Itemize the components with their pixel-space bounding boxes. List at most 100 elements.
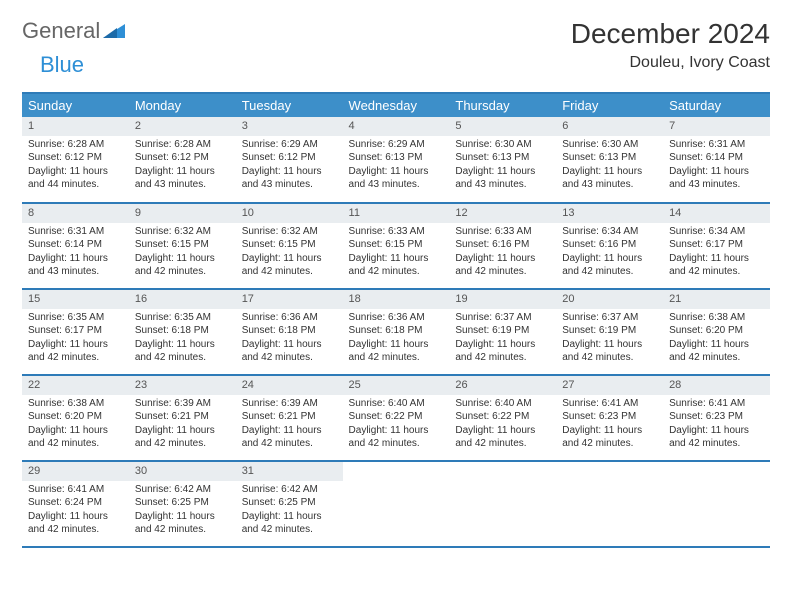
day-body: Sunrise: 6:29 AMSunset: 6:13 PMDaylight:…	[343, 136, 450, 196]
sunrise-text: Sunrise: 6:37 AM	[455, 311, 550, 325]
sunset-text: Sunset: 6:12 PM	[135, 151, 230, 165]
sunset-text: Sunset: 6:12 PM	[242, 151, 337, 165]
sunrise-text: Sunrise: 6:41 AM	[669, 397, 764, 411]
sunrise-text: Sunrise: 6:37 AM	[562, 311, 657, 325]
sunrise-text: Sunrise: 6:40 AM	[349, 397, 444, 411]
day-number: 26	[449, 376, 556, 395]
daylight-text: Daylight: 11 hours and 43 minutes.	[349, 165, 444, 192]
sunrise-text: Sunrise: 6:33 AM	[349, 225, 444, 239]
calendar-day-cell: 16Sunrise: 6:35 AMSunset: 6:18 PMDayligh…	[129, 289, 236, 375]
daylight-text: Daylight: 11 hours and 42 minutes.	[135, 338, 230, 365]
weekday-header: Thursday	[449, 93, 556, 117]
day-number: 6	[556, 117, 663, 136]
sunset-text: Sunset: 6:17 PM	[669, 238, 764, 252]
sunset-text: Sunset: 6:16 PM	[455, 238, 550, 252]
calendar-day-cell: 13Sunrise: 6:34 AMSunset: 6:16 PMDayligh…	[556, 203, 663, 289]
day-body: Sunrise: 6:38 AMSunset: 6:20 PMDaylight:…	[22, 395, 129, 455]
calendar-day-cell: 22Sunrise: 6:38 AMSunset: 6:20 PMDayligh…	[22, 375, 129, 461]
weekday-header: Wednesday	[343, 93, 450, 117]
day-body: Sunrise: 6:41 AMSunset: 6:23 PMDaylight:…	[663, 395, 770, 455]
logo: General	[22, 18, 125, 44]
sunrise-text: Sunrise: 6:36 AM	[349, 311, 444, 325]
calendar-day-cell: 23Sunrise: 6:39 AMSunset: 6:21 PMDayligh…	[129, 375, 236, 461]
logo-text-blue: Blue	[40, 52, 84, 78]
sunset-text: Sunset: 6:13 PM	[455, 151, 550, 165]
calendar-header-row: Sunday Monday Tuesday Wednesday Thursday…	[22, 93, 770, 117]
day-body: Sunrise: 6:30 AMSunset: 6:13 PMDaylight:…	[449, 136, 556, 196]
day-number: 12	[449, 204, 556, 223]
sunset-text: Sunset: 6:24 PM	[28, 496, 123, 510]
daylight-text: Daylight: 11 hours and 42 minutes.	[669, 252, 764, 279]
sunset-text: Sunset: 6:13 PM	[349, 151, 444, 165]
daylight-text: Daylight: 11 hours and 42 minutes.	[349, 338, 444, 365]
sunrise-text: Sunrise: 6:33 AM	[455, 225, 550, 239]
sunset-text: Sunset: 6:21 PM	[135, 410, 230, 424]
day-body	[449, 466, 556, 472]
calendar-day-cell: 21Sunrise: 6:38 AMSunset: 6:20 PMDayligh…	[663, 289, 770, 375]
day-body: Sunrise: 6:42 AMSunset: 6:25 PMDaylight:…	[236, 481, 343, 541]
sunrise-text: Sunrise: 6:41 AM	[562, 397, 657, 411]
calendar-day-cell	[449, 461, 556, 547]
sunset-text: Sunset: 6:17 PM	[28, 324, 123, 338]
day-body: Sunrise: 6:29 AMSunset: 6:12 PMDaylight:…	[236, 136, 343, 196]
daylight-text: Daylight: 11 hours and 43 minutes.	[28, 252, 123, 279]
calendar-day-cell: 14Sunrise: 6:34 AMSunset: 6:17 PMDayligh…	[663, 203, 770, 289]
sunset-text: Sunset: 6:13 PM	[562, 151, 657, 165]
day-number: 20	[556, 290, 663, 309]
sunset-text: Sunset: 6:12 PM	[28, 151, 123, 165]
calendar-day-cell: 31Sunrise: 6:42 AMSunset: 6:25 PMDayligh…	[236, 461, 343, 547]
day-number: 25	[343, 376, 450, 395]
sunset-text: Sunset: 6:18 PM	[242, 324, 337, 338]
sunset-text: Sunset: 6:23 PM	[669, 410, 764, 424]
calendar-day-cell: 8Sunrise: 6:31 AMSunset: 6:14 PMDaylight…	[22, 203, 129, 289]
day-number: 22	[22, 376, 129, 395]
sunrise-text: Sunrise: 6:32 AM	[135, 225, 230, 239]
day-number: 23	[129, 376, 236, 395]
day-body: Sunrise: 6:35 AMSunset: 6:17 PMDaylight:…	[22, 309, 129, 369]
sunset-text: Sunset: 6:20 PM	[28, 410, 123, 424]
daylight-text: Daylight: 11 hours and 42 minutes.	[242, 252, 337, 279]
calendar-week-row: 29Sunrise: 6:41 AMSunset: 6:24 PMDayligh…	[22, 461, 770, 547]
calendar-day-cell: 2Sunrise: 6:28 AMSunset: 6:12 PMDaylight…	[129, 117, 236, 203]
daylight-text: Daylight: 11 hours and 42 minutes.	[562, 424, 657, 451]
sunset-text: Sunset: 6:20 PM	[669, 324, 764, 338]
day-number: 15	[22, 290, 129, 309]
day-body: Sunrise: 6:36 AMSunset: 6:18 PMDaylight:…	[236, 309, 343, 369]
day-number: 1	[22, 117, 129, 136]
sunrise-text: Sunrise: 6:34 AM	[669, 225, 764, 239]
day-body: Sunrise: 6:36 AMSunset: 6:18 PMDaylight:…	[343, 309, 450, 369]
daylight-text: Daylight: 11 hours and 42 minutes.	[135, 510, 230, 537]
daylight-text: Daylight: 11 hours and 42 minutes.	[562, 252, 657, 279]
day-body: Sunrise: 6:39 AMSunset: 6:21 PMDaylight:…	[129, 395, 236, 455]
day-body	[343, 466, 450, 472]
weekday-header: Friday	[556, 93, 663, 117]
day-body: Sunrise: 6:32 AMSunset: 6:15 PMDaylight:…	[236, 223, 343, 283]
day-number: 29	[22, 462, 129, 481]
day-number: 7	[663, 117, 770, 136]
sunset-text: Sunset: 6:25 PM	[135, 496, 230, 510]
day-body: Sunrise: 6:28 AMSunset: 6:12 PMDaylight:…	[22, 136, 129, 196]
day-body: Sunrise: 6:35 AMSunset: 6:18 PMDaylight:…	[129, 309, 236, 369]
day-body: Sunrise: 6:40 AMSunset: 6:22 PMDaylight:…	[449, 395, 556, 455]
daylight-text: Daylight: 11 hours and 42 minutes.	[242, 510, 337, 537]
day-number: 30	[129, 462, 236, 481]
calendar-day-cell: 11Sunrise: 6:33 AMSunset: 6:15 PMDayligh…	[343, 203, 450, 289]
sunrise-text: Sunrise: 6:28 AM	[28, 138, 123, 152]
calendar-day-cell: 3Sunrise: 6:29 AMSunset: 6:12 PMDaylight…	[236, 117, 343, 203]
sunset-text: Sunset: 6:23 PM	[562, 410, 657, 424]
day-number: 13	[556, 204, 663, 223]
weekday-header: Monday	[129, 93, 236, 117]
sunrise-text: Sunrise: 6:29 AM	[242, 138, 337, 152]
day-body: Sunrise: 6:42 AMSunset: 6:25 PMDaylight:…	[129, 481, 236, 541]
calendar-day-cell: 18Sunrise: 6:36 AMSunset: 6:18 PMDayligh…	[343, 289, 450, 375]
day-body: Sunrise: 6:41 AMSunset: 6:24 PMDaylight:…	[22, 481, 129, 541]
sunrise-text: Sunrise: 6:30 AM	[455, 138, 550, 152]
calendar-day-cell: 9Sunrise: 6:32 AMSunset: 6:15 PMDaylight…	[129, 203, 236, 289]
daylight-text: Daylight: 11 hours and 43 minutes.	[455, 165, 550, 192]
calendar-title: December 2024	[571, 18, 770, 50]
sunrise-text: Sunrise: 6:38 AM	[669, 311, 764, 325]
calendar-day-cell: 5Sunrise: 6:30 AMSunset: 6:13 PMDaylight…	[449, 117, 556, 203]
sunset-text: Sunset: 6:19 PM	[455, 324, 550, 338]
calendar-day-cell: 15Sunrise: 6:35 AMSunset: 6:17 PMDayligh…	[22, 289, 129, 375]
calendar-day-cell: 27Sunrise: 6:41 AMSunset: 6:23 PMDayligh…	[556, 375, 663, 461]
